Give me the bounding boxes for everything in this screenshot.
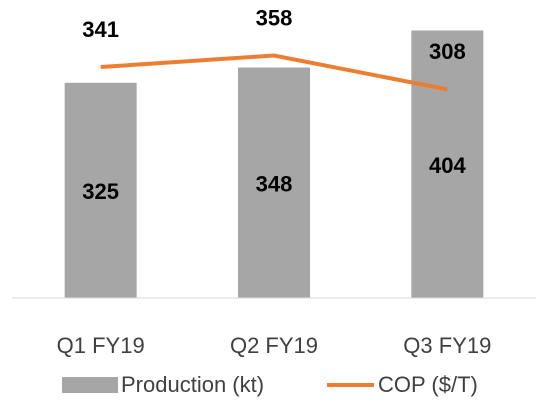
x-tick-label: Q3 FY19 — [403, 333, 491, 358]
data-label: 308 — [429, 39, 466, 64]
data-label: 325 — [82, 179, 119, 204]
data-label: 358 — [256, 5, 293, 30]
legend-label: COP ($/T) — [378, 372, 478, 397]
x-tick-label: Q2 FY19 — [230, 333, 318, 358]
x-tick-label: Q1 FY19 — [57, 333, 145, 358]
data-label: 341 — [82, 17, 119, 42]
data-label: 348 — [256, 172, 293, 197]
data-label: 404 — [429, 153, 466, 178]
bar — [411, 30, 484, 299]
line — [100, 53, 448, 92]
legend-swatch — [62, 377, 118, 393]
bar — [238, 67, 310, 299]
bar — [64, 82, 137, 299]
legend-label: Production (kt) — [121, 372, 264, 397]
